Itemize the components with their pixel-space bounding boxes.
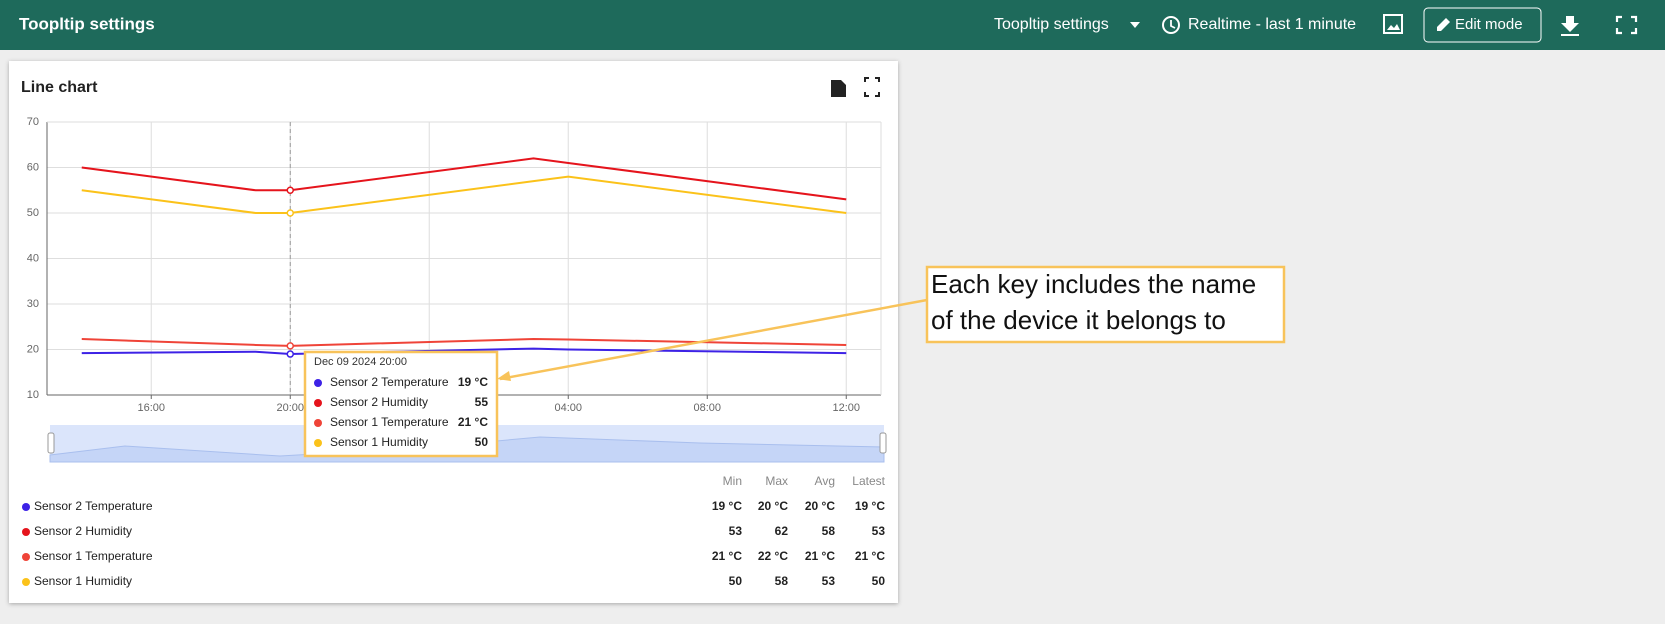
x-tick-label: 12:00 [832,402,860,414]
state-selector[interactable]: Toopltip settings [994,16,1109,33]
edit-icon [1437,18,1450,31]
legend-column-header: Avg [815,474,835,488]
clock-icon[interactable] [1162,16,1180,34]
legend-stat: 20 °C [805,499,835,513]
download-icon[interactable] [1561,16,1579,36]
legend-stat: 22 °C [758,549,788,563]
y-tick-label: 60 [27,161,39,173]
image-icon-glyph [1387,24,1400,30]
timewindow[interactable]: Realtime - last 1 minute [1188,16,1356,33]
legend-stat: 50 [729,574,743,588]
x-tick-label: 04:00 [554,402,582,414]
dropdown-caret[interactable] [1130,22,1140,28]
y-tick-label: 10 [27,389,39,401]
annotation-arrowhead [497,371,511,381]
tooltip-dot [314,439,322,447]
tooltip-value: 50 [475,435,489,449]
legend-dot [22,503,30,511]
header-bar [0,0,1665,50]
tooltip-dot [314,399,322,407]
export-icon[interactable] [831,80,846,97]
tooltip-label: Sensor 2 Humidity [330,395,428,409]
x-tick-label: 16:00 [137,402,165,414]
tooltip-value: 19 °C [458,375,488,389]
legend-dot [22,578,30,586]
annotation-text: Each key includes the name [931,269,1256,299]
tooltip-dot [314,379,322,387]
hover-point [286,209,294,217]
legend-stat: 62 [775,524,789,538]
annotation-box [925,265,1286,344]
series-line [81,338,847,347]
legend-stat: 21 °C [805,549,835,563]
annotation-arrow [499,298,928,381]
tooltip [303,350,499,458]
legend-stat: 50 [872,574,886,588]
widget-title: Line chart [21,79,98,96]
hover-point [286,342,294,350]
y-tick-label: 40 [27,252,39,264]
legend-column-header: Max [765,474,788,488]
legend-dot [22,553,30,561]
tooltip-title: Dec 09 2024 20:00 [314,356,407,368]
legend-label[interactable]: Sensor 1 Humidity [34,574,132,588]
dashboard-title: Toopltip settings [19,14,155,33]
edit-button-label[interactable]: Edit mode [1455,16,1523,33]
tooltip-value: 21 °C [458,415,488,429]
legend-stat: 53 [872,524,886,538]
clock-hands [1170,20,1176,29]
series-line [81,157,847,201]
hover-point [286,186,294,194]
legend-stat: 20 °C [758,499,788,513]
hover-point [286,350,294,358]
legend-column-header: Latest [852,474,885,488]
fullscreen-icon[interactable] [1615,15,1638,35]
y-tick-label: 30 [27,298,39,310]
tooltip-value: 55 [475,395,489,409]
legend-stat: 58 [822,524,836,538]
widget-card [9,61,898,603]
legend-stat: 53 [822,574,836,588]
x-tick-label: 08:00 [693,402,721,414]
tooltip-dot [314,419,322,427]
y-tick-label: 50 [27,207,39,219]
legend-stat: 21 °C [855,549,885,563]
x-tick-label: 20:00 [276,402,304,414]
legend-stat: 58 [775,574,789,588]
navigator-handle[interactable] [47,432,55,454]
image-icon[interactable] [1383,14,1403,34]
series-line [81,175,847,214]
annotation-text: of the device it belongs to [931,305,1226,335]
legend-stat: 21 °C [712,549,742,563]
edit-button[interactable] [1423,7,1542,43]
legend-label[interactable]: Sensor 1 Temperature [34,549,153,563]
y-tick-label: 20 [27,343,39,355]
navigator-handle[interactable] [879,432,887,454]
widget-fullscreen-icon[interactable] [864,77,880,97]
legend-stat: 19 °C [712,499,742,513]
tooltip-label: Sensor 2 Temperature [330,375,449,389]
legend-label[interactable]: Sensor 2 Humidity [34,524,132,538]
tooltip-label: Sensor 1 Temperature [330,415,449,429]
legend-dot [22,528,30,536]
tooltip-label: Sensor 1 Humidity [330,435,428,449]
y-tick-label: 70 [27,116,39,128]
legend-column-header: Min [723,474,742,488]
legend-stat: 53 [729,524,743,538]
legend-stat: 19 °C [855,499,885,513]
legend-label[interactable]: Sensor 2 Temperature [34,499,153,513]
